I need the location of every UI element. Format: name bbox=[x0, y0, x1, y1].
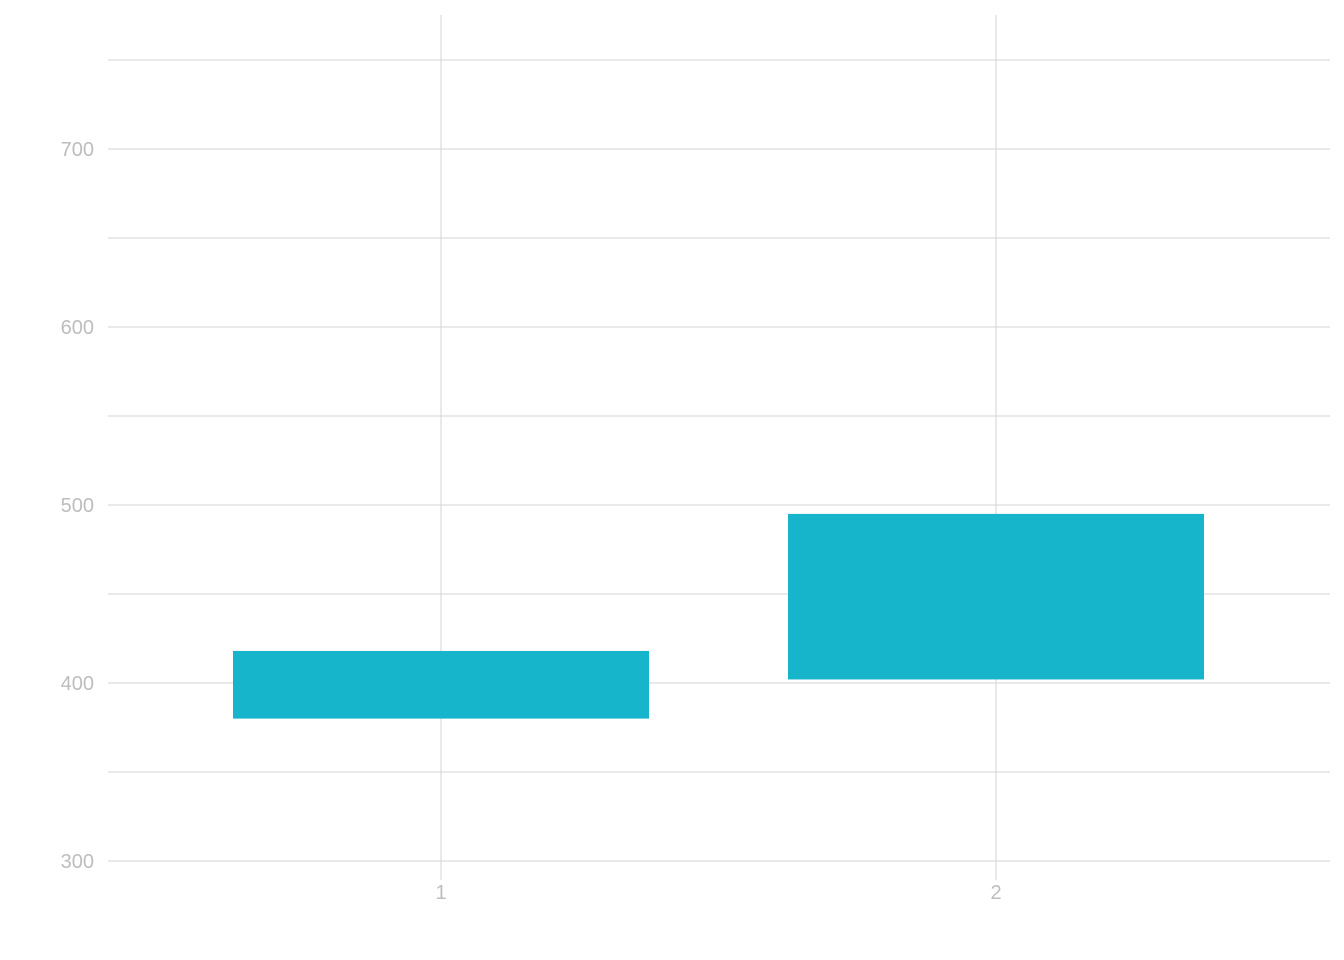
grid-layer bbox=[108, 15, 1330, 880]
y-tick-label: 500 bbox=[61, 495, 94, 517]
y-tick-label: 300 bbox=[61, 851, 94, 873]
y-tick-label: 700 bbox=[61, 139, 94, 161]
x-tick-label: 1 bbox=[435, 882, 446, 904]
tick-label-layer: 300 400 500 600 700 1 2 bbox=[61, 139, 1002, 904]
bar-1 bbox=[233, 650, 649, 719]
bar-layer bbox=[233, 513, 1204, 719]
bar-2 bbox=[788, 513, 1204, 680]
x-tick-label: 2 bbox=[990, 882, 1001, 904]
y-tick-label: 600 bbox=[61, 317, 94, 339]
y-tick-label: 400 bbox=[61, 673, 94, 695]
